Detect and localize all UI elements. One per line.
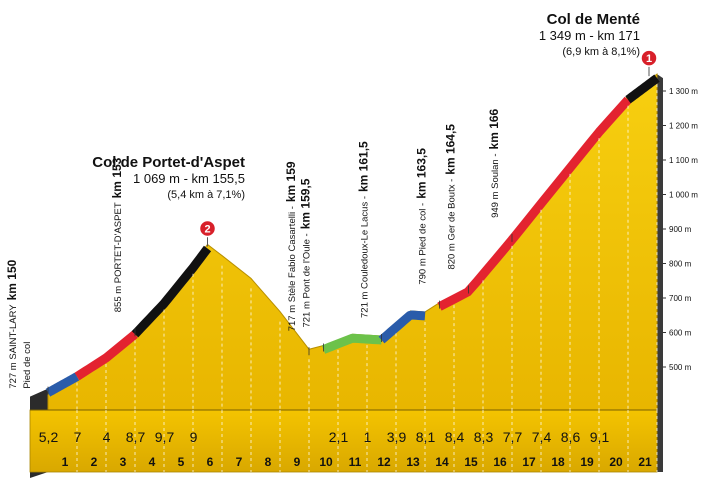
gradient-label: 2,1 [329, 429, 349, 445]
y-tick-label: 500 m [669, 363, 692, 372]
waypoint-sub: Pied de col [22, 342, 33, 389]
climb-badge [198, 219, 217, 238]
waypoint-label: 820 m Ger de Boutx - [447, 179, 458, 270]
gradient-label: 8,7 [126, 429, 146, 445]
gradient-label: 1 [364, 429, 372, 445]
gradient-label: 9 [190, 429, 198, 445]
waypoint-km: km 161,5 [357, 141, 371, 192]
x-tick-label: 21 [638, 455, 652, 469]
gradient-label: 4 [103, 429, 111, 445]
climb-name: Col de Portet-d'Aspet [92, 154, 245, 171]
climb-grade: (6,9 km à 8,1%) [562, 46, 640, 58]
x-tick-label: 2 [91, 455, 98, 469]
waypoint: 855 m PORTET-D'ASPET km 153 [110, 157, 124, 312]
gradient-label: 8,3 [474, 429, 494, 445]
gradient-label: 3,9 [387, 429, 407, 445]
y-tick-label: 1 300 m [669, 87, 698, 96]
climb-section [437, 96, 632, 311]
waypoint: 717 m Stèle Fabio Casartelli - km 159 [284, 161, 298, 331]
x-tick-label: 6 [207, 455, 214, 469]
climb-badge [640, 49, 658, 67]
climb-section [131, 245, 212, 338]
x-tick-label: 4 [149, 455, 156, 469]
right-face [657, 74, 663, 472]
waypoint-km: km 159 [284, 161, 298, 202]
x-tick-label: 7 [236, 455, 243, 469]
gradient-label: 8,6 [561, 429, 581, 445]
elevation-area [47, 73, 658, 411]
waypoint-label: 721 m Couledoux-Le Lacus - [360, 196, 371, 318]
waypoint-km: km 166 [487, 108, 501, 149]
badge-number: 1 [646, 53, 652, 65]
waypoint: 721 m Couledoux-Le Lacus - km 161,5 [357, 141, 371, 318]
climb-section [74, 330, 138, 381]
y-tick-label: 700 m [669, 294, 692, 303]
waypoint-label: 949 m Soulan - [490, 153, 501, 217]
waypoint-km: km 163,5 [415, 148, 429, 199]
x-tick-label: 15 [464, 455, 478, 469]
waypoint: 820 m Ger de Boutx - km 164,5 [444, 124, 458, 270]
x-tick-label: 13 [406, 455, 420, 469]
waypoint-km: km 153 [110, 157, 124, 198]
x-tick-label: 16 [493, 455, 507, 469]
climb-section [378, 310, 428, 344]
gradient-label: 7,7 [503, 429, 523, 445]
x-tick-label: 1 [62, 455, 69, 469]
waypoint-label: 855 m PORTET-D'ASPET [113, 202, 124, 312]
waypoint: 727 m SAINT-LARY km 150 [5, 259, 19, 388]
gradient-label: 9,7 [155, 429, 175, 445]
climb-detail: 1 349 m - km 171 [539, 28, 640, 43]
y-tick-label: 1 000 m [669, 191, 698, 200]
waypoint: 790 m Pied de col - km 163,5 [415, 148, 429, 285]
climb-section [44, 372, 81, 397]
x-tick-label: 18 [551, 455, 565, 469]
climb-detail: 1 069 m - km 155,5 [133, 171, 245, 186]
gradient-label: 9,1 [590, 429, 610, 445]
waypoint-label: 717 m Stèle Fabio Casartelli - [287, 206, 298, 331]
gradient-label: 8,4 [445, 429, 465, 445]
waypoint-label: 727 m SAINT-LARY [8, 304, 19, 389]
gradient-label: 8,1 [416, 429, 436, 445]
x-tick-label: 9 [294, 455, 301, 469]
y-tick-label: 1 100 m [669, 156, 698, 165]
climb-grade: (5,4 km à 7,1%) [167, 189, 245, 201]
x-tick-label: 10 [319, 455, 333, 469]
waypoint-km: km 164,5 [444, 124, 458, 175]
x-tick-label: 14 [435, 455, 449, 469]
climb-section [321, 333, 384, 354]
waypoint-label: 790 m Pied de col - [418, 203, 429, 285]
climb-name: Col de Menté [547, 11, 640, 28]
badge-number: 2 [204, 224, 210, 236]
x-tick-label: 12 [377, 455, 391, 469]
x-tick-label: 11 [349, 455, 362, 469]
gradient-label: 7 [74, 429, 82, 445]
waypoint-label: 721 m Pont de l'Oule - [302, 233, 313, 327]
y-tick-label: 1 200 m [669, 122, 698, 131]
waypoint-km: km 150 [5, 259, 19, 300]
waypoint: 949 m Soulan - km 166 [487, 108, 501, 217]
y-tick-label: 600 m [669, 329, 692, 338]
x-tick-label: 8 [265, 455, 272, 469]
waypoint-km: km 159,5 [299, 178, 313, 229]
x-tick-label: 17 [522, 455, 536, 469]
y-tick-label: 800 m [669, 260, 692, 269]
y-tick-label: 900 m [669, 225, 692, 234]
gradient-label: 5,2 [39, 429, 59, 445]
x-tick-label: 19 [580, 455, 594, 469]
x-tick-label: 20 [609, 455, 623, 469]
x-tick-label: 3 [120, 455, 127, 469]
waypoint: 721 m Pont de l'Oule - km 159,5 [299, 178, 313, 327]
x-tick-label: 5 [178, 455, 185, 469]
gradient-label: 7,4 [532, 429, 552, 445]
climb-section [624, 74, 661, 104]
